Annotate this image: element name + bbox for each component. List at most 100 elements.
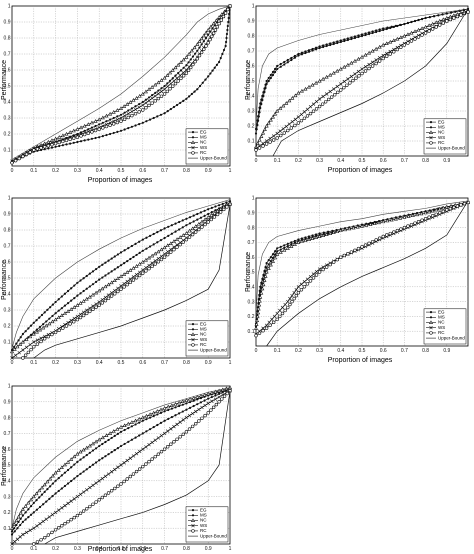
data-point [222, 394, 227, 398]
y-tick-label: 0.5 [4, 463, 11, 469]
data-point [82, 289, 85, 293]
data-point [91, 270, 95, 273]
data-point [255, 318, 260, 322]
data-point [64, 138, 69, 143]
data-point [94, 124, 97, 128]
data-point [116, 432, 119, 435]
data-point [195, 42, 200, 46]
data-point [218, 60, 221, 64]
data-point [151, 94, 154, 97]
data-point [103, 298, 108, 303]
data-point [34, 329, 39, 334]
data-point [377, 59, 382, 63]
data-point [61, 144, 64, 147]
y-tick-label: 0.4 [4, 479, 11, 485]
data-point [254, 322, 259, 326]
data-point [118, 274, 124, 278]
data-point [82, 456, 85, 459]
data-point [168, 87, 172, 91]
data-point [221, 52, 224, 56]
data-point [140, 259, 145, 264]
data-point [141, 103, 145, 107]
data-point [317, 104, 322, 109]
x-tick-label: 0.2 [52, 546, 59, 552]
data-point [269, 256, 272, 259]
data-point [311, 109, 316, 113]
data-point [188, 216, 192, 219]
data-point [357, 74, 361, 78]
data-point [104, 440, 107, 444]
data-point [79, 279, 82, 282]
data-point [271, 320, 276, 325]
data-point [103, 493, 108, 497]
legend-marker [191, 328, 195, 331]
data-point [159, 247, 164, 252]
data-point [63, 304, 67, 307]
data-point [35, 319, 38, 322]
data-point [347, 226, 352, 231]
data-point [432, 15, 436, 18]
data-point [267, 79, 270, 83]
data-point [356, 56, 361, 61]
data-point [123, 249, 126, 252]
data-point [151, 410, 156, 415]
data-point [364, 223, 369, 227]
data-point [88, 504, 92, 509]
data-point [398, 35, 403, 39]
series-upper-bound [255, 8, 469, 127]
data-point [39, 146, 43, 150]
data-point [188, 406, 192, 409]
y-tick-label: 0.6 [248, 255, 255, 261]
data-point [64, 324, 69, 328]
data-point [434, 25, 438, 29]
data-point [110, 451, 113, 454]
data-point [76, 140, 79, 144]
data-point [416, 35, 421, 39]
data-point [103, 474, 108, 478]
data-point [56, 315, 61, 320]
data-point [40, 313, 44, 317]
data-point [128, 100, 133, 104]
data-point [122, 272, 127, 276]
data-point [168, 79, 172, 82]
data-point [48, 476, 53, 481]
data-point [286, 128, 290, 133]
data-point [290, 241, 293, 244]
data-point [61, 326, 65, 330]
data-point [339, 255, 343, 259]
data-point [39, 538, 43, 542]
data-point [134, 263, 139, 268]
series-line [44, 390, 231, 545]
data-point [213, 389, 218, 394]
data-point [153, 438, 157, 442]
data-point [27, 508, 30, 511]
data-point [76, 474, 79, 478]
data-point [147, 103, 151, 108]
data-point [138, 434, 141, 437]
data-point [278, 106, 283, 110]
data-point [73, 284, 76, 287]
data-point [51, 314, 54, 318]
data-point [399, 45, 403, 49]
data-point [113, 467, 117, 472]
data-point [91, 502, 95, 506]
data-point [201, 33, 206, 38]
data-point [153, 99, 157, 103]
data-point [119, 129, 123, 132]
data-point [123, 442, 126, 446]
data-point [321, 233, 326, 237]
data-point [211, 69, 214, 72]
data-point [211, 21, 216, 26]
data-point [377, 44, 382, 49]
data-point [396, 24, 399, 28]
data-point [112, 278, 117, 283]
x-tick-label: 0.6 [380, 158, 387, 164]
y-tick-label: 0.9 [4, 212, 11, 218]
data-point [94, 439, 99, 444]
data-point [278, 308, 282, 313]
data-point [297, 54, 300, 57]
data-point [370, 60, 375, 64]
data-point [179, 101, 182, 105]
data-point [174, 230, 177, 233]
data-point [63, 292, 67, 295]
